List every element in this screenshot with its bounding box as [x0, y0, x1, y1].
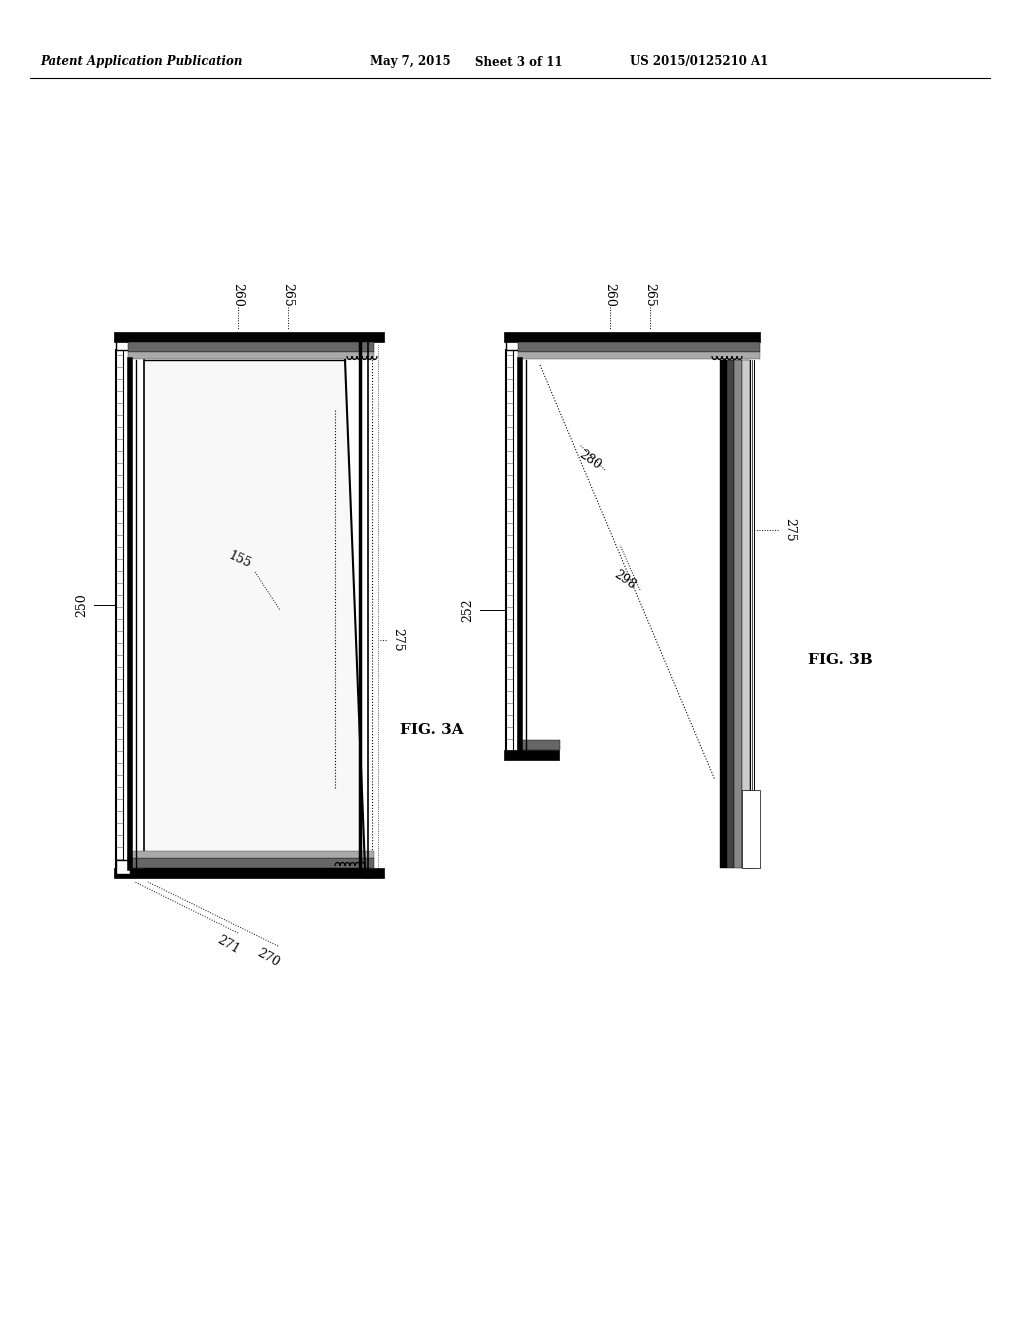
Text: 275: 275 [783, 519, 796, 541]
Text: 265: 265 [281, 282, 294, 306]
Bar [116, 861, 129, 874]
Text: FIG. 3A: FIG. 3A [399, 723, 464, 737]
Bar [503, 750, 558, 760]
Text: 271: 271 [214, 933, 242, 957]
Bar [116, 337, 129, 350]
Text: 155: 155 [226, 549, 254, 572]
Bar [734, 360, 741, 869]
Text: Sheet 3 of 11: Sheet 3 of 11 [475, 55, 561, 69]
Bar [518, 741, 559, 750]
Text: 252: 252 [461, 598, 474, 622]
Text: 260: 260 [603, 282, 615, 308]
Text: US 2015/0125210 A1: US 2015/0125210 A1 [630, 55, 767, 69]
Bar [727, 360, 734, 869]
Bar [741, 789, 759, 869]
Text: May 7, 2015: May 7, 2015 [370, 55, 450, 69]
Bar [127, 851, 374, 858]
Text: 275: 275 [391, 628, 405, 652]
Text: 265: 265 [643, 282, 656, 306]
Polygon shape [144, 360, 365, 869]
Bar [503, 333, 759, 342]
Bar [127, 352, 374, 359]
Text: 298: 298 [611, 568, 638, 593]
Text: 260: 260 [231, 282, 245, 308]
Bar [719, 360, 727, 869]
Text: 280: 280 [576, 447, 603, 473]
Bar [518, 342, 759, 352]
Text: FIG. 3B: FIG. 3B [807, 653, 872, 667]
Bar [741, 360, 749, 869]
Bar [127, 858, 374, 869]
Text: Patent Application Publication: Patent Application Publication [40, 55, 243, 69]
Text: 270: 270 [254, 946, 281, 970]
Bar [114, 869, 383, 878]
Bar [505, 337, 520, 350]
Text: 250: 250 [75, 593, 89, 616]
Bar [518, 352, 759, 359]
Bar [127, 342, 374, 352]
Bar [114, 333, 383, 342]
